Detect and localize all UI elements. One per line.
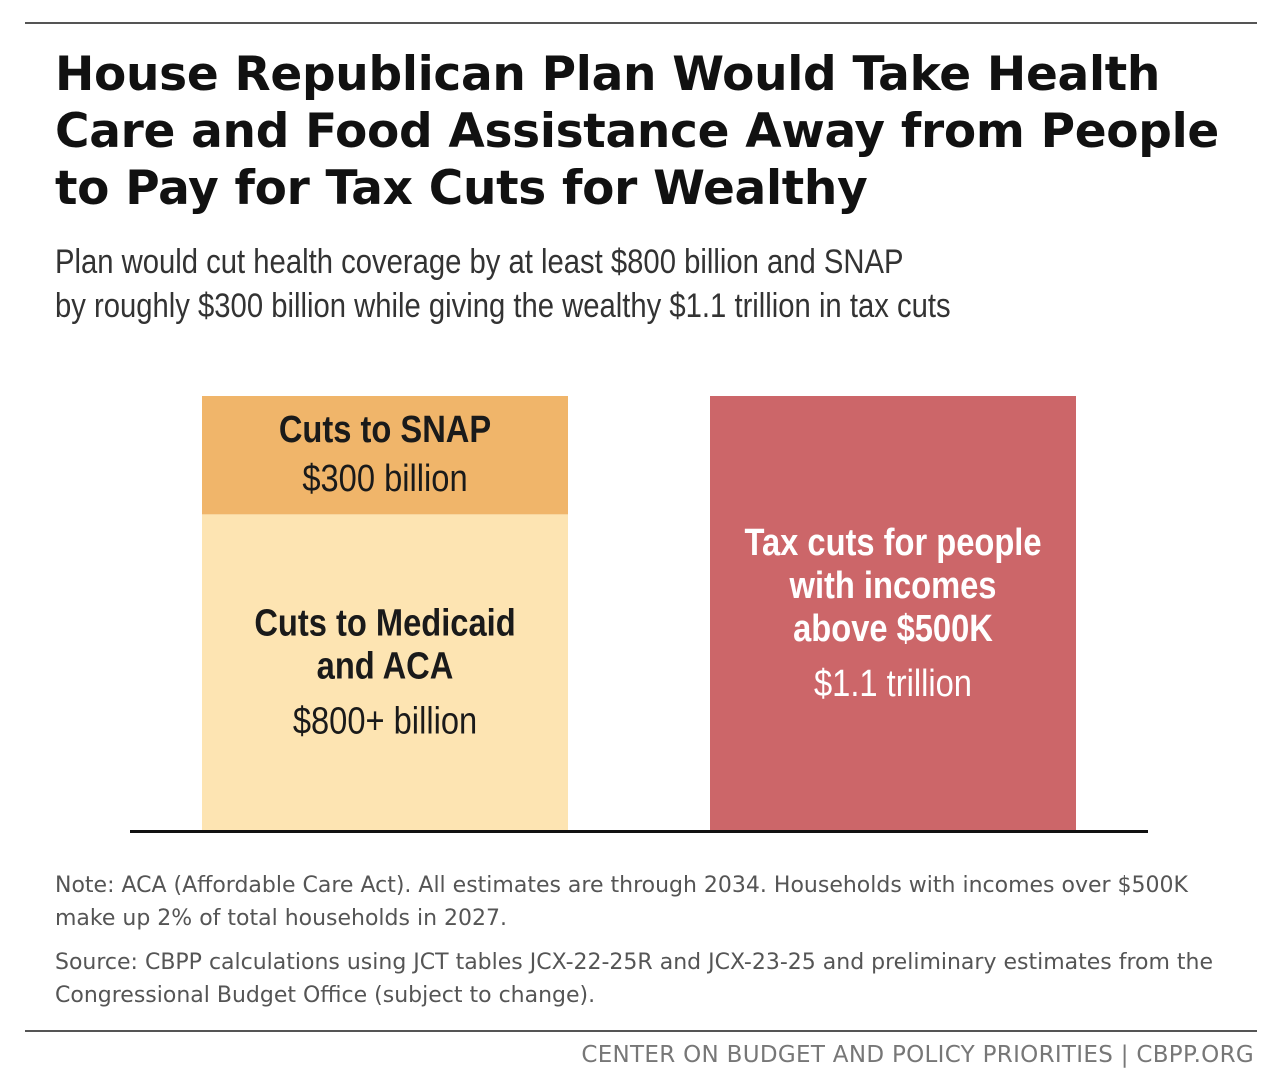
segment-label: above $500K <box>793 607 993 650</box>
chart-subtitle: Plan would cut health coverage by at lea… <box>55 240 1242 328</box>
top-rule <box>25 22 1257 24</box>
segment-label: with incomes <box>789 564 997 607</box>
segment-label: Tax cuts for people <box>744 521 1041 564</box>
subtitle-line-2: by roughly $300 billion while giving the… <box>55 287 951 325</box>
segment-value-label: $300 billion <box>302 457 467 500</box>
bar-segment <box>710 396 1076 830</box>
segment-value-label: $800+ billion <box>293 699 477 742</box>
segment-label: Cuts to SNAP <box>279 408 491 451</box>
chart-source: Source: CBPP calculations using JCT tabl… <box>55 950 1214 1008</box>
bottom-rule <box>25 1030 1257 1032</box>
footer-org: CENTER ON BUDGET AND POLICY PRIORITIES |… <box>581 1042 1254 1068</box>
segment-label: Cuts to Medicaid <box>254 601 515 644</box>
bar-segment <box>202 514 568 830</box>
bar-segment <box>202 396 568 515</box>
segment-value-label: $1.1 trillion <box>814 662 972 705</box>
segment-label: and ACA <box>317 644 454 687</box>
chart-note: Note: ACA (Affordable Care Act). All est… <box>55 873 1188 931</box>
subtitle-line-1: Plan would cut health coverage by at lea… <box>55 243 904 281</box>
chart-title: House Republican Plan Would Take Health … <box>55 47 1220 216</box>
